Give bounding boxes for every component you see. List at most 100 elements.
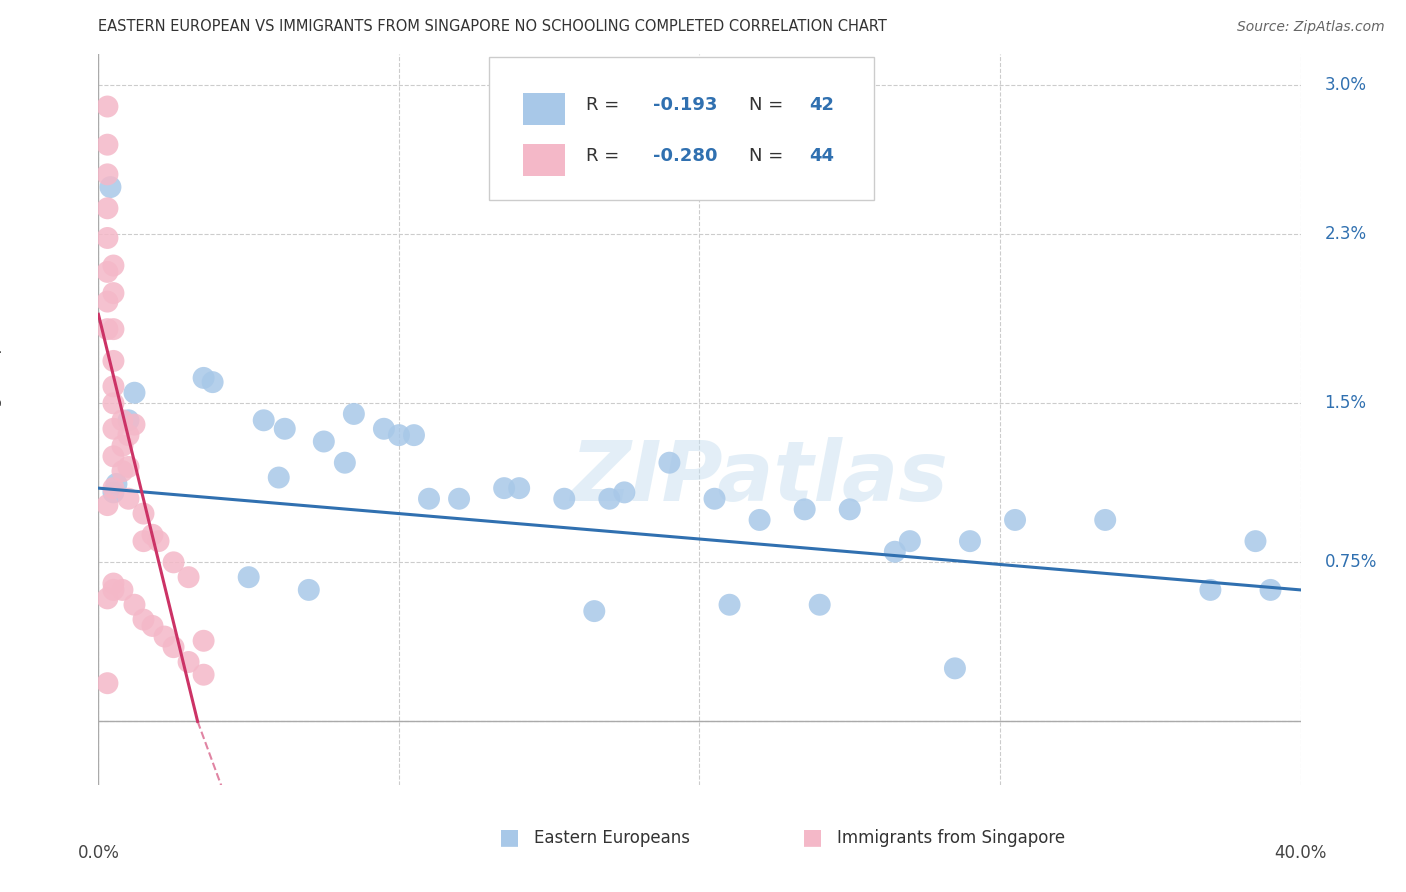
FancyBboxPatch shape [489,57,873,200]
Point [193,633,215,648]
Text: 3.0%: 3.0% [1324,77,1367,95]
Point [132,534,155,549]
FancyBboxPatch shape [523,93,565,125]
Point [111,439,134,453]
Point [838,502,860,516]
Text: ■: ■ [801,827,823,847]
FancyBboxPatch shape [523,144,565,176]
Point [333,456,356,470]
Point [553,491,575,506]
Point [111,582,134,597]
Point [201,375,224,389]
Text: 40.0%: 40.0% [1274,845,1327,863]
Point [96,202,118,216]
Point [748,513,770,527]
Point [103,379,125,393]
Point [103,286,125,301]
Point [96,591,118,606]
Point [883,545,905,559]
Point [103,259,125,273]
Point [96,231,118,245]
Point [117,491,139,506]
Text: N =: N = [749,147,789,165]
Point [703,491,725,506]
Point [253,413,276,427]
Point [598,491,620,506]
Point [373,422,395,436]
Point [96,676,118,690]
Point [418,491,440,506]
Point [132,507,155,521]
Text: ZIPatlas: ZIPatlas [571,437,949,518]
Point [124,417,146,432]
Point [583,604,606,618]
Point [388,428,411,442]
Point [117,459,139,474]
Point [141,528,163,542]
Point [298,582,321,597]
Point [117,413,139,427]
Point [103,422,125,436]
Point [96,265,118,279]
Point [177,570,200,584]
Point [162,640,184,655]
Point [96,498,118,512]
Point [103,450,125,464]
Text: -0.280: -0.280 [652,147,717,165]
Point [1004,513,1026,527]
Text: R =: R = [586,95,626,113]
Point [103,485,125,500]
Point [1094,513,1116,527]
Point [1199,582,1222,597]
Text: Source: ZipAtlas.com: Source: ZipAtlas.com [1237,21,1385,34]
Point [343,407,366,421]
Point [96,99,118,113]
Text: Immigrants from Singapore: Immigrants from Singapore [837,829,1064,847]
Text: R =: R = [586,147,626,165]
Point [103,354,125,368]
Text: 2.3%: 2.3% [1324,225,1367,243]
Text: Eastern Europeans: Eastern Europeans [534,829,690,847]
Text: No Schooling Completed: No Schooling Completed [0,301,3,506]
Point [312,434,335,449]
Point [793,502,815,516]
Point [117,428,139,442]
Text: 0.75%: 0.75% [1324,553,1376,572]
Point [274,422,297,436]
Point [808,598,831,612]
Point [718,598,741,612]
Point [1260,582,1282,597]
Point [943,661,966,675]
Point [193,371,215,385]
Point [103,576,125,591]
Text: -0.193: -0.193 [652,95,717,113]
Point [103,396,125,410]
Text: N =: N = [749,95,789,113]
Point [494,481,516,495]
Point [613,485,636,500]
Point [447,491,470,506]
Point [141,619,163,633]
Point [898,534,921,549]
Point [132,613,155,627]
Point [267,470,290,484]
Point [96,322,118,336]
Text: ■: ■ [499,827,520,847]
Point [959,534,981,549]
Text: EASTERN EUROPEAN VS IMMIGRANTS FROM SINGAPORE NO SCHOOLING COMPLETED CORRELATION: EASTERN EUROPEAN VS IMMIGRANTS FROM SING… [98,20,887,34]
Point [153,630,176,644]
Point [111,464,134,478]
Point [402,428,425,442]
Point [193,667,215,681]
Point [508,481,530,495]
Point [238,570,260,584]
Point [100,180,122,194]
Text: 42: 42 [808,95,834,113]
Point [96,137,118,152]
Point [103,481,125,495]
Point [658,456,681,470]
Point [103,582,125,597]
Point [105,476,128,491]
Point [124,598,146,612]
Point [124,385,146,400]
